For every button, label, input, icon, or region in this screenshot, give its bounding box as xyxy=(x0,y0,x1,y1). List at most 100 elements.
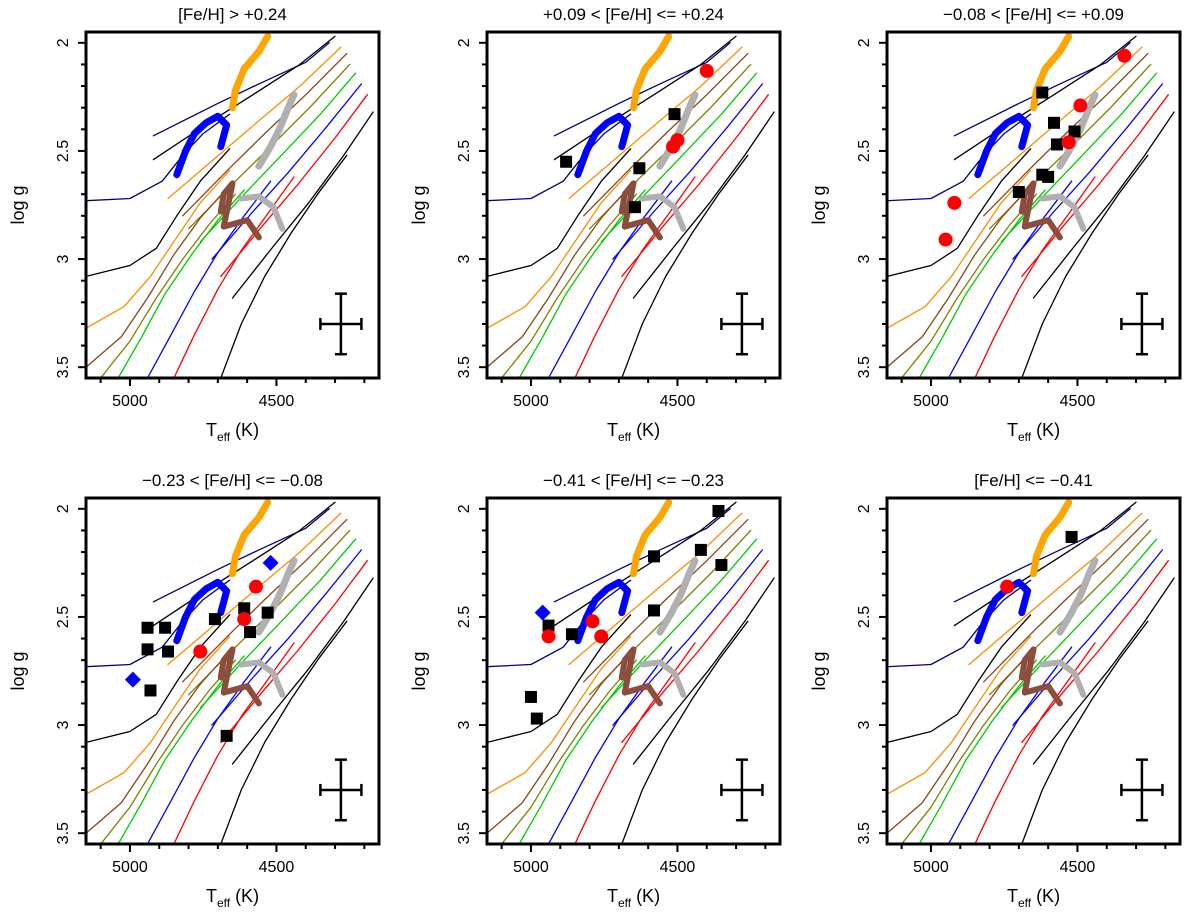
plot-frame xyxy=(84,496,381,846)
square-marker xyxy=(1048,116,1061,129)
iso-brown-low xyxy=(487,184,632,368)
y-tick-label: 2.5 xyxy=(856,140,873,162)
iso-navy xyxy=(152,42,330,137)
iso-blue-1 xyxy=(1012,83,1164,260)
x-axis-label: Teff (K) xyxy=(206,420,259,444)
y-tick-label: 2 xyxy=(856,38,873,47)
x-tick-label: 4500 xyxy=(259,859,295,876)
orange-clump xyxy=(229,32,272,112)
x-tick-label: 4500 xyxy=(1060,393,1096,410)
panel-title: −0.23 < [Fe/H] <= −0.08 xyxy=(142,471,323,490)
x-tick-label: 5000 xyxy=(513,393,549,410)
x-tick-label: 5000 xyxy=(112,859,148,876)
y-tick-label: 2 xyxy=(456,504,473,513)
diamond-marker xyxy=(262,554,279,571)
square-marker xyxy=(712,504,725,517)
iso-navy-low xyxy=(86,113,231,202)
iso-black-2 xyxy=(231,111,374,299)
iso-navy-low xyxy=(887,579,1032,668)
square-marker xyxy=(524,690,537,703)
x-axis-label: Teff (K) xyxy=(206,886,259,910)
iso-black-1 xyxy=(553,35,737,161)
iso-black-low-1 xyxy=(487,614,632,744)
iso-brown-low xyxy=(86,184,231,368)
diamond-marker xyxy=(534,604,551,621)
circle-marker xyxy=(699,63,714,78)
y-axis-label: log g xyxy=(809,651,829,690)
square-marker xyxy=(715,559,728,572)
iso-black-2 xyxy=(231,577,374,765)
iso-green-low xyxy=(117,655,245,844)
panel-3: 5000 4500 2 2.5 3 3.5 −0.08 < [Fe/H] <= +0.09 T… xyxy=(809,5,1182,444)
iso-black-low-2 xyxy=(1021,154,1149,378)
circle-marker xyxy=(193,644,208,659)
iso-brown-1 xyxy=(583,518,749,683)
y-tick-label: 3 xyxy=(856,721,873,730)
square-marker xyxy=(159,621,172,634)
iso-orange-1 xyxy=(568,46,743,200)
brown-clump xyxy=(1018,646,1063,707)
iso-brown-low xyxy=(86,650,231,834)
iso-black-low-2 xyxy=(621,620,749,844)
iso-orange-low xyxy=(887,169,1032,329)
iso-navy xyxy=(152,508,330,603)
iso-black-2 xyxy=(632,577,775,765)
plot-area xyxy=(86,32,374,378)
panel-4: 5000 4500 2 2.5 3 3.5 −0.23 < [Fe/H] <= −0.08 T… xyxy=(8,471,381,910)
iso-blue-low xyxy=(547,646,673,844)
x-tick-label: 5000 xyxy=(913,393,949,410)
y-tick-label: 2.5 xyxy=(456,140,473,162)
iso-blue-low xyxy=(947,180,1073,378)
y-tick-label: 3.5 xyxy=(456,822,473,844)
iso-black-1 xyxy=(553,501,737,627)
y-tick-label: 3.5 xyxy=(456,356,473,378)
iso-blue-1 xyxy=(1012,549,1164,726)
iso-navy-low xyxy=(887,113,1032,202)
y-tick-label: 2.5 xyxy=(55,140,72,162)
gray-clump-lower xyxy=(1039,659,1087,698)
gray-clump-lower xyxy=(639,193,687,232)
panel-title: −0.08 < [Fe/H] <= +0.09 xyxy=(943,5,1124,24)
square-marker xyxy=(628,201,641,214)
iso-black-2 xyxy=(632,111,775,299)
iso-red-1 xyxy=(1021,560,1169,744)
gray-track-upper xyxy=(255,557,298,636)
square-marker xyxy=(633,162,646,175)
x-tick-label: 4500 xyxy=(660,393,696,410)
iso-orange-low xyxy=(86,635,231,795)
iso-blue-1 xyxy=(211,549,363,726)
iso-red-1 xyxy=(621,94,769,278)
square-marker xyxy=(208,613,221,626)
plot-area xyxy=(887,32,1175,378)
square-marker xyxy=(694,543,707,556)
y-tick-label: 2.5 xyxy=(456,606,473,628)
iso-black-1 xyxy=(152,35,336,161)
circle-marker xyxy=(666,139,681,154)
x-tick-label: 5000 xyxy=(913,859,949,876)
iso-brown-1 xyxy=(983,518,1149,683)
iso-black-low-2 xyxy=(1021,620,1149,844)
x-axis-label: Teff (K) xyxy=(1007,886,1060,910)
square-marker xyxy=(141,621,154,634)
orange-clump xyxy=(630,32,673,112)
circle-marker xyxy=(237,612,252,627)
iso-brown-1 xyxy=(583,52,749,217)
y-tick-label: 2 xyxy=(55,38,72,47)
iso-black-2 xyxy=(1032,577,1175,765)
gray-clump-lower xyxy=(238,659,286,698)
y-axis-label: log g xyxy=(8,185,28,224)
square-marker xyxy=(144,684,157,697)
iso-red-1 xyxy=(220,560,368,744)
x-tick-label: 5000 xyxy=(513,859,549,876)
blue-clump xyxy=(173,112,231,179)
gray-track-upper xyxy=(656,557,699,636)
iso-brown-low xyxy=(887,650,1032,834)
iso-blue-1 xyxy=(612,83,764,260)
y-tick-label: 3.5 xyxy=(856,356,873,378)
iso-blue-low xyxy=(947,646,1073,844)
iso-navy xyxy=(953,508,1131,603)
iso-brown-1 xyxy=(182,518,348,683)
iso-olive-low xyxy=(500,659,638,844)
iso-black-low-2 xyxy=(621,154,749,378)
